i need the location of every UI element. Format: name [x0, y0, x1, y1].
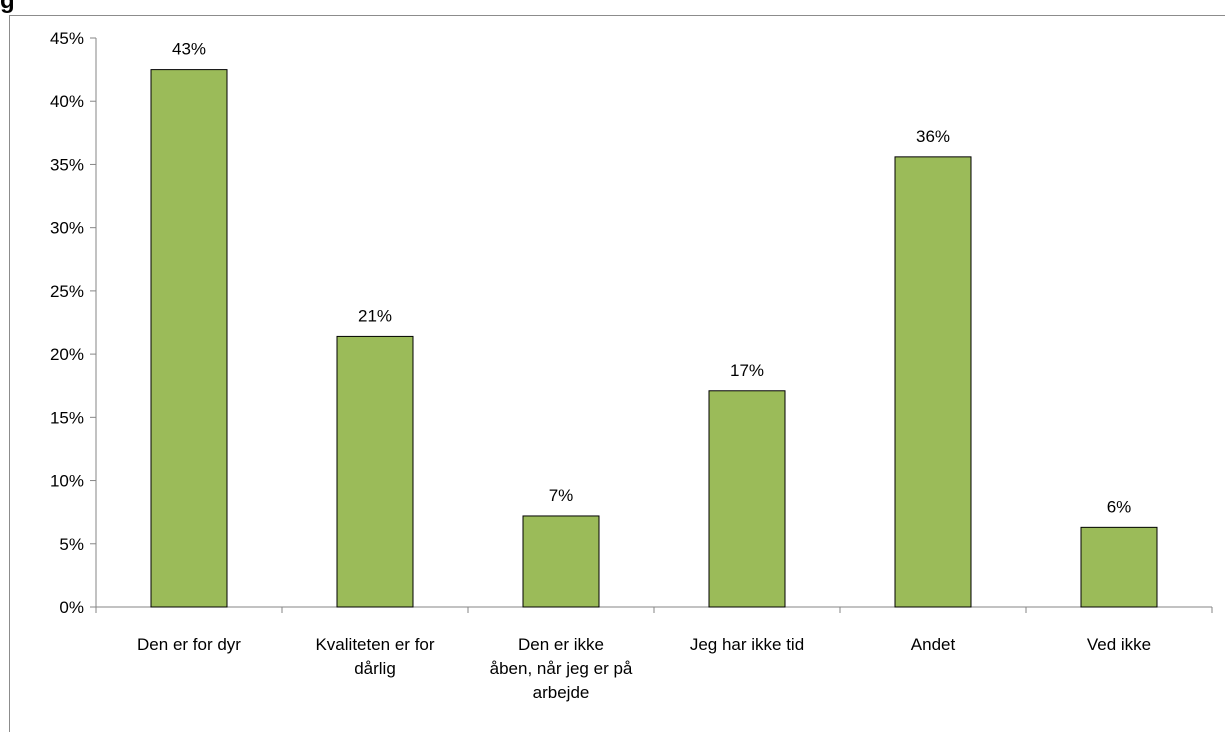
category-label: Ved ikke [1087, 635, 1151, 654]
category-label: Jeg har ikke tid [690, 635, 804, 654]
category-label: dårlig [354, 659, 396, 678]
y-tick-label: 30% [50, 219, 84, 238]
data-label: 17% [730, 361, 764, 380]
bar [708, 390, 786, 608]
y-tick-label: 15% [50, 408, 84, 427]
category-label: Kvaliteten er for [315, 635, 434, 654]
y-tick-label: 45% [50, 29, 84, 48]
bar [894, 156, 972, 608]
data-label: 43% [172, 40, 206, 59]
bar [150, 69, 228, 608]
y-tick-label: 0% [59, 598, 84, 617]
category-label: åben, når jeg er på [490, 659, 633, 678]
bar [522, 515, 600, 608]
bar [336, 335, 414, 608]
y-tick-label: 35% [50, 155, 84, 174]
data-label: 6% [1107, 497, 1132, 516]
data-label: 36% [916, 127, 950, 146]
labels: 43% Den er for dyr 21% Kvaliteten er for dår… [137, 40, 1151, 702]
data-label: 7% [549, 486, 574, 505]
y-tick-label: 40% [50, 92, 84, 111]
chart-title-cropped: g [0, 0, 15, 14]
axes: 0% 5% 10% 15% 20% 25% 30% 35% 40% 45% [50, 29, 1213, 617]
category-label: arbejde [533, 683, 590, 702]
bars [150, 69, 1158, 608]
y-tick-label: 20% [50, 345, 84, 364]
category-label: Andet [911, 635, 956, 654]
bar [1080, 526, 1158, 608]
category-label: Den er for dyr [137, 635, 241, 654]
y-tick-label: 5% [59, 535, 84, 554]
y-tick-label: 10% [50, 472, 84, 491]
data-label: 21% [358, 306, 392, 325]
y-tick-label: 25% [50, 282, 84, 301]
category-label: Den er ikke [518, 635, 604, 654]
